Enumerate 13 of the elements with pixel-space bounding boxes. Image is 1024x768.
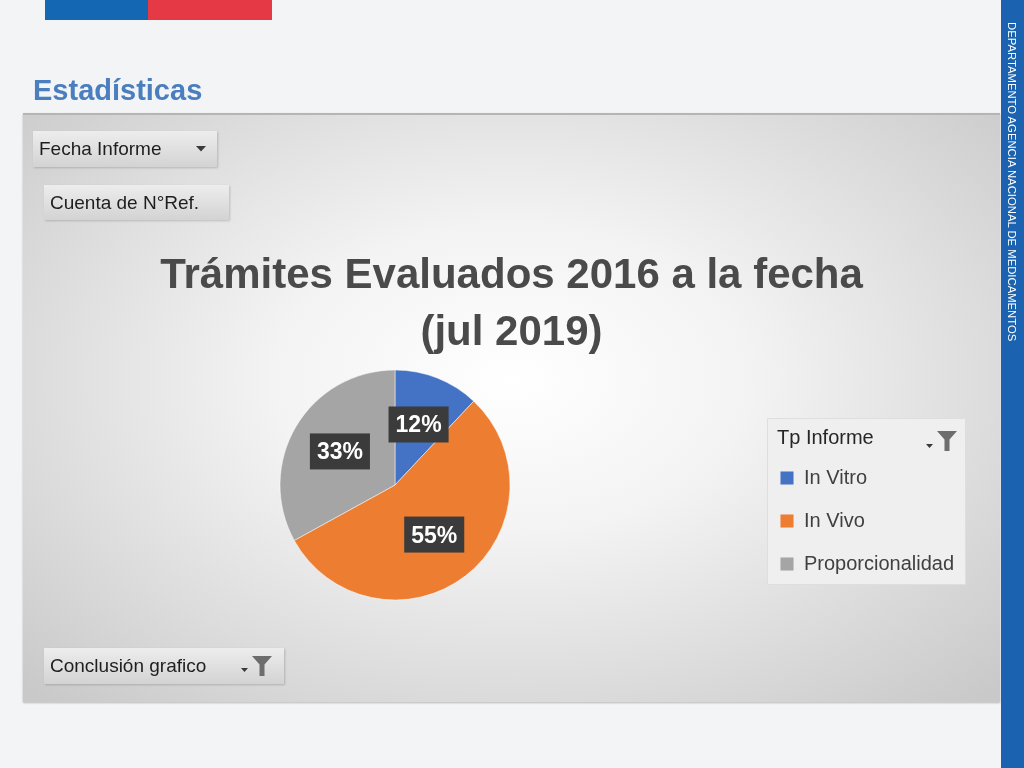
field-button[interactable]: Fecha Informe <box>33 131 217 167</box>
legend-label: In Vitro <box>804 466 867 488</box>
legend-title: Tp Informe <box>777 426 874 448</box>
data-label: 55% <box>411 521 458 548</box>
text: Estadísticas <box>33 73 203 107</box>
chart-title: Trámites Evaluados 2016 a la fecha (jul 2019) <box>160 250 864 354</box>
legend-label: In Vivo <box>804 509 865 531</box>
field-button[interactable]: Cuenta de N°Ref. <box>44 185 229 220</box>
legend-label: Proporcionalidad <box>804 552 955 574</box>
data-label: 33% <box>316 438 363 465</box>
text: DEPARTAMENTO AGENCIA NACIONAL DE MEDICAMENTOS <box>1005 22 1019 342</box>
field-button[interactable]: Conclusión grafico <box>44 648 284 684</box>
data-label: 12% <box>395 411 442 438</box>
